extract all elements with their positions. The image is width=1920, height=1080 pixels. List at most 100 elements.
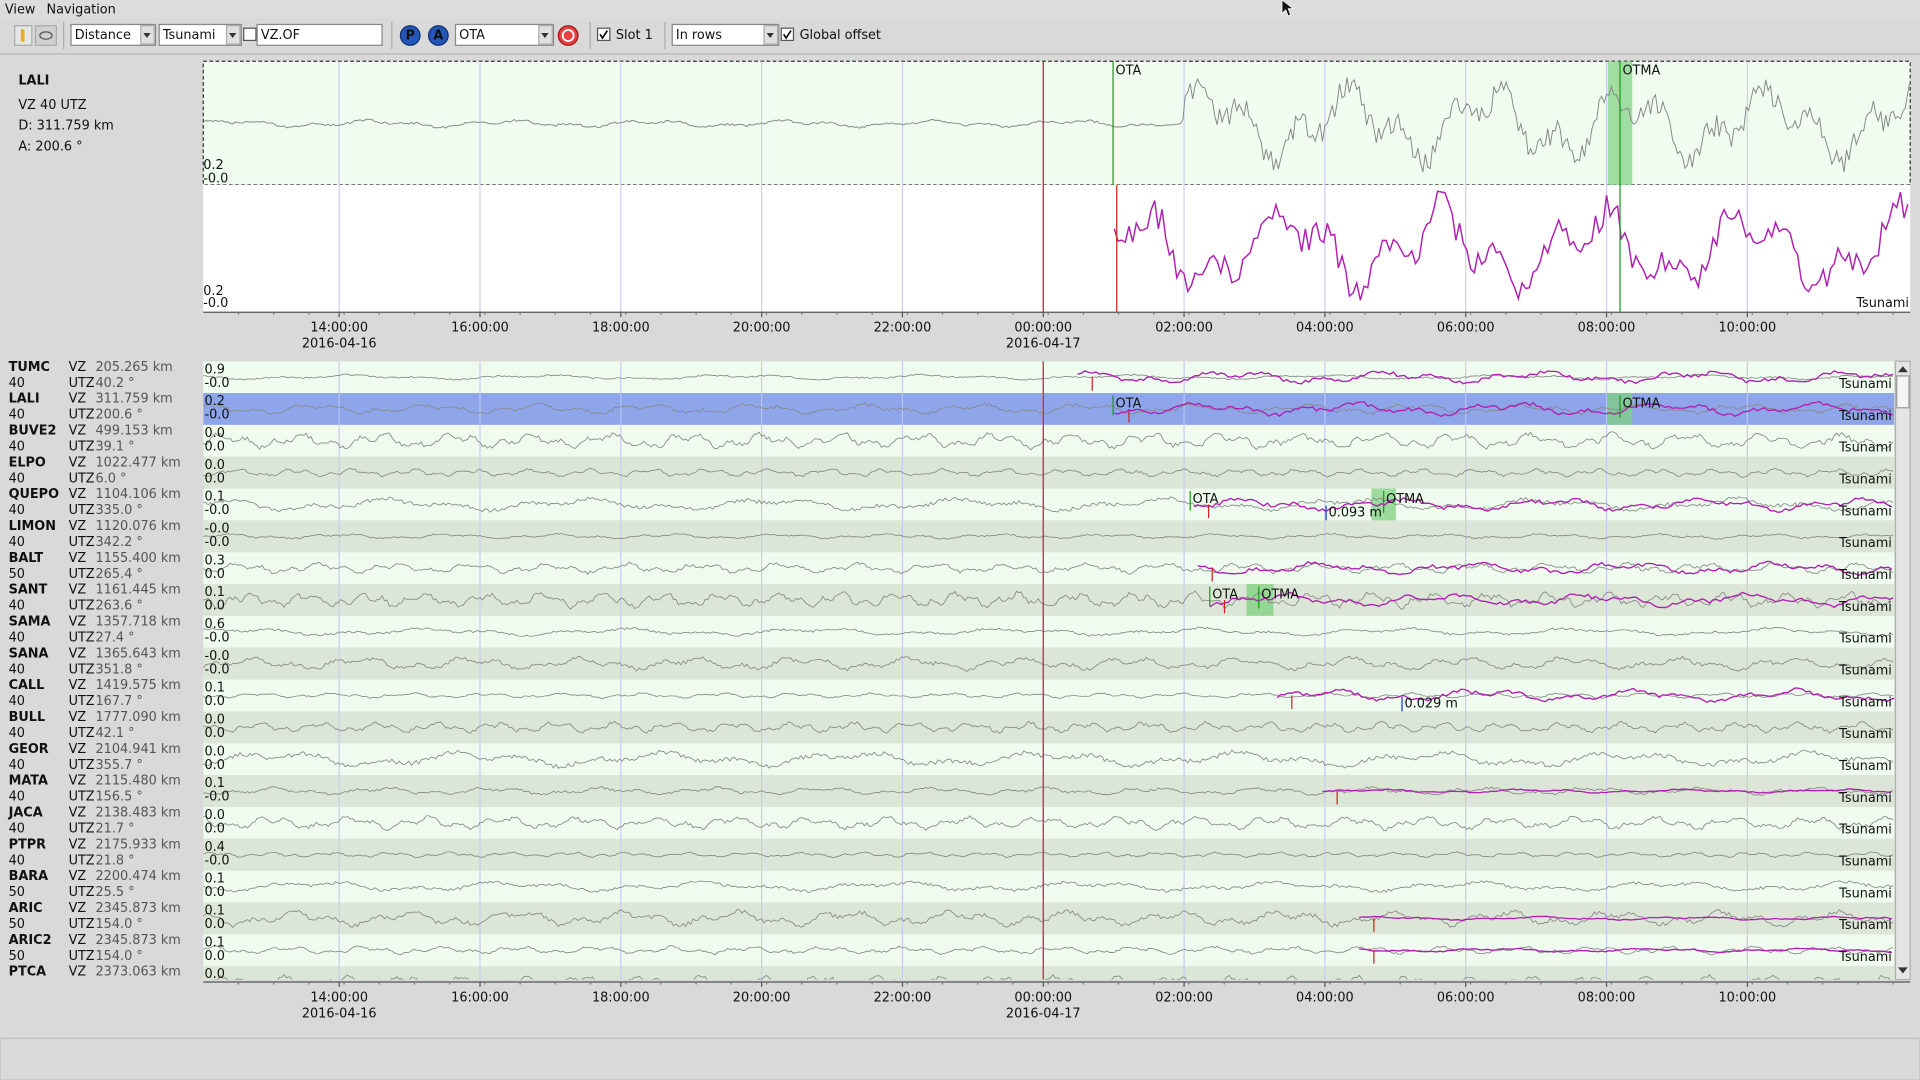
channel-code: VZ — [69, 710, 87, 725]
station-code: BUVE2 — [9, 424, 57, 439]
amplitude-min: -0.0 — [204, 376, 229, 391]
tick-label: 04:00:00 — [1296, 321, 1354, 336]
raw-trace — [203, 561, 1894, 575]
row-label: QUEPO VZ 1104.106 km 40 UTZ 335.0 ° — [9, 487, 181, 518]
trace-row[interactable] — [203, 488, 1895, 521]
tick-label: 14:00:00 — [310, 990, 368, 1005]
network-code: UTZ — [69, 949, 95, 964]
amplitude-max: 0.1 — [204, 585, 224, 600]
amplitude-max: 0.0 — [204, 713, 224, 728]
trace-row[interactable] — [203, 424, 1895, 457]
detail-distance: D: 311.759 km — [18, 119, 113, 134]
amplitude-min: 0.0 — [204, 471, 224, 486]
icon-button[interactable] — [34, 25, 57, 46]
channel-code: VZ — [69, 646, 87, 661]
station-azimuth: 154.0 ° — [96, 949, 143, 964]
tick-label: 02:00:00 — [1155, 321, 1213, 336]
amplitude-min: -0.0 — [204, 853, 229, 868]
target-ring — [561, 29, 575, 42]
station-code: PTPR — [9, 837, 47, 852]
filtered-trace — [1276, 687, 1895, 703]
network-code: UTZ — [69, 567, 95, 582]
phase-combo[interactable] — [454, 23, 555, 46]
station-distance: 2200.474 km — [96, 869, 181, 884]
station-distance: 2104.941 km — [96, 742, 181, 757]
scrollbar-thumb[interactable] — [1896, 375, 1910, 409]
detail-station: LALI — [18, 73, 49, 88]
amplitude-max: 0.1 — [204, 872, 224, 887]
offset-checkbox[interactable] — [780, 27, 795, 42]
amplitude-min: -0.0 — [204, 408, 229, 423]
menu-item[interactable]: Navigation — [47, 2, 116, 17]
row-label: BULL VZ 1777.090 km 40 UTZ 42.1 ° — [9, 710, 181, 741]
raw-trace — [203, 880, 1894, 894]
trace-row[interactable] — [203, 870, 1895, 903]
pick-label: OTMA — [1622, 64, 1660, 79]
stream-checkbox[interactable] — [243, 27, 257, 42]
station-code: SAMA — [9, 615, 51, 630]
tick-label: 16:00:00 — [451, 990, 509, 1005]
trace-row[interactable] — [203, 552, 1895, 585]
station-azimuth: 265.4 ° — [96, 567, 143, 582]
channel-code: VZ — [69, 360, 87, 375]
station-azimuth: 6.0 ° — [96, 471, 127, 486]
row-label: PTPR VZ 2175.933 km 40 UTZ 21.8 ° — [9, 837, 181, 868]
station-distance: 2115.480 km — [96, 774, 181, 789]
station-code: BALT — [9, 551, 44, 566]
raw-trace — [203, 815, 1894, 832]
station-code: LALI — [9, 392, 40, 407]
trace-row[interactable] — [203, 806, 1895, 839]
location-code: 40 — [9, 535, 25, 550]
filtered-trace — [1113, 190, 1909, 302]
layout-combo[interactable] — [671, 23, 780, 46]
amplitude-min: -0.0 — [204, 630, 229, 645]
amplitude-label: 0.093 m — [1329, 506, 1382, 521]
slot-checkbox[interactable] — [596, 27, 611, 42]
filter-label: Tsunami — [1838, 600, 1892, 615]
menu-item[interactable]: View — [5, 2, 35, 17]
trace-row[interactable] — [203, 361, 1895, 394]
pick-button[interactable] — [427, 25, 449, 46]
trace-row[interactable] — [203, 647, 1895, 680]
network-code: UTZ — [69, 853, 95, 868]
network-code: UTZ — [69, 376, 95, 391]
raw-trace — [203, 590, 1894, 610]
filter-combo[interactable] — [158, 23, 242, 46]
tick-label: 06:00:00 — [1437, 990, 1495, 1005]
network-code: UTZ — [69, 503, 95, 518]
station-distance: 2345.873 km — [96, 901, 181, 916]
pick-button-label: P — [405, 29, 414, 44]
scrollbar-track[interactable] — [1894, 360, 1911, 981]
trace-row[interactable] — [203, 902, 1895, 935]
sort-combo[interactable] — [70, 23, 157, 46]
network-code: UTZ — [69, 408, 95, 423]
trace-row[interactable] — [203, 584, 1895, 616]
trace-row[interactable] — [203, 838, 1895, 871]
target-button[interactable] — [557, 25, 579, 46]
filter-label: Tsunami — [1838, 664, 1892, 679]
stream-input[interactable] — [256, 23, 383, 46]
network-code: UTZ — [69, 630, 95, 645]
trace-row[interactable] — [203, 775, 1895, 807]
pick-button[interactable] — [399, 25, 421, 46]
row-label: MATA VZ 2115.480 km 40 UTZ 156.5 ° — [9, 774, 181, 805]
scroll-down-arrow[interactable] — [1897, 967, 1908, 974]
tick-label: 06:00:00 — [1437, 321, 1495, 336]
station-code: BARA — [9, 869, 49, 884]
filtered-trace — [1193, 496, 1893, 514]
sort-combo-arrow — [143, 33, 151, 38]
amplitude-max: 0.9 — [204, 362, 224, 377]
trace-row[interactable] — [203, 966, 1895, 998]
scroll-up-arrow[interactable] — [1897, 366, 1908, 373]
station-distance: 2373.063 km — [96, 965, 181, 980]
tick-label: 02:00:00 — [1155, 990, 1213, 1005]
trace-row[interactable] — [203, 743, 1895, 776]
filtered-trace — [1209, 591, 1894, 609]
trace-row[interactable] — [203, 615, 1895, 648]
amplitude-min: 0.0 — [204, 567, 224, 582]
trace-row[interactable] — [203, 934, 1895, 967]
station-distance: 1120.076 km — [96, 519, 181, 534]
location-code: 40 — [9, 630, 25, 645]
amplitude-max: 0.2 — [203, 158, 223, 173]
